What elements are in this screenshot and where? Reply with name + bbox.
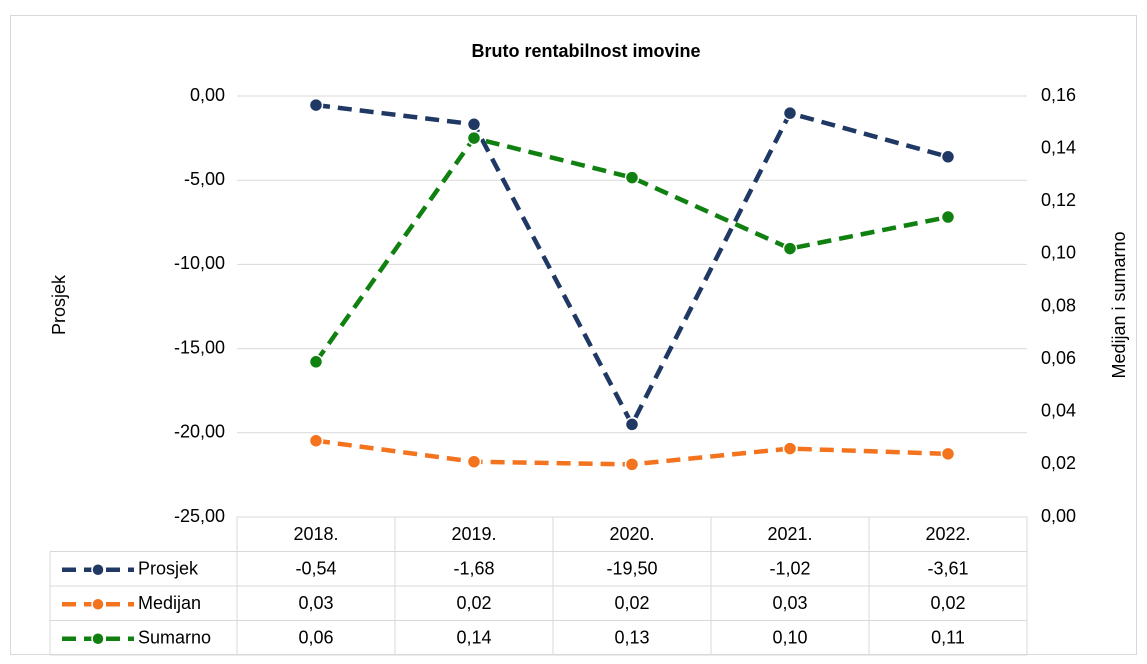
marker [624, 417, 640, 432]
table-value: -0,54 [295, 559, 336, 579]
legend-marker [91, 632, 105, 646]
y2-tick-label: 0,06 [1041, 348, 1076, 368]
table-value: -3,61 [927, 559, 968, 579]
marker [940, 446, 956, 462]
table-value: -1,02 [769, 559, 810, 579]
y2-tick-label: 0,04 [1041, 401, 1076, 421]
y-tick-label: -15,00 [174, 337, 225, 357]
y-tick-label: -10,00 [174, 253, 225, 273]
x-tick-label: 2022. [925, 524, 970, 544]
table-value: 0,14 [456, 628, 491, 648]
y2-tick-label: 0,14 [1041, 137, 1076, 157]
marker [624, 457, 640, 472]
marker [624, 170, 640, 185]
chart-frame [10, 15, 1137, 655]
marker [782, 441, 798, 456]
marker [782, 241, 798, 256]
marker [466, 117, 482, 132]
marker [308, 433, 324, 448]
x-tick-label: 2020. [609, 524, 654, 544]
y2-tick-label: 0,00 [1041, 506, 1076, 526]
y2-tick-label: 0,16 [1041, 85, 1076, 105]
table-value: 0,06 [298, 628, 333, 648]
y2-tick-label: 0,08 [1041, 295, 1076, 315]
marker [940, 209, 956, 225]
marker [308, 354, 324, 370]
marker [782, 105, 798, 121]
legend-marker [91, 597, 105, 611]
legend-marker [91, 563, 105, 577]
y-tick-label: -25,00 [174, 506, 225, 526]
table-value: 0,03 [298, 593, 333, 613]
table-value: 0,11 [931, 628, 965, 648]
x-tick-label: 2019. [451, 524, 496, 544]
table-value: 0,13 [614, 628, 649, 648]
chart-title: Bruto rentabilnost imovine [471, 41, 700, 61]
table-value: 0,10 [772, 628, 807, 648]
table-value: 0,02 [614, 593, 649, 613]
line [314, 135, 949, 364]
marker [308, 97, 324, 113]
y-tick-label: -20,00 [174, 422, 225, 442]
marker [466, 454, 482, 469]
marker [940, 149, 956, 165]
table-value: -1,68 [453, 559, 494, 579]
table-value: 0,02 [930, 593, 965, 613]
y-axis-title: Prosjek [49, 274, 69, 335]
y2-tick-label: 0,02 [1041, 453, 1076, 473]
x-tick-label: 2018. [293, 524, 338, 544]
legend-label: Medijan [138, 593, 201, 613]
legend-label: Prosjek [138, 559, 199, 579]
table-value: 0,02 [456, 593, 491, 613]
y2-axis-title: Medijan i sumarno [1109, 231, 1129, 378]
legend-label: Sumarno [138, 628, 211, 648]
marker [466, 130, 482, 146]
x-tick-label: 2021. [767, 524, 812, 544]
table-value: -19,50 [606, 559, 657, 579]
y2-tick-label: 0,10 [1041, 243, 1076, 263]
y-tick-label: 0,00 [190, 85, 225, 105]
table-value: 0,03 [772, 593, 807, 613]
y2-tick-label: 0,12 [1041, 190, 1076, 210]
y-tick-label: -5,00 [184, 169, 225, 189]
